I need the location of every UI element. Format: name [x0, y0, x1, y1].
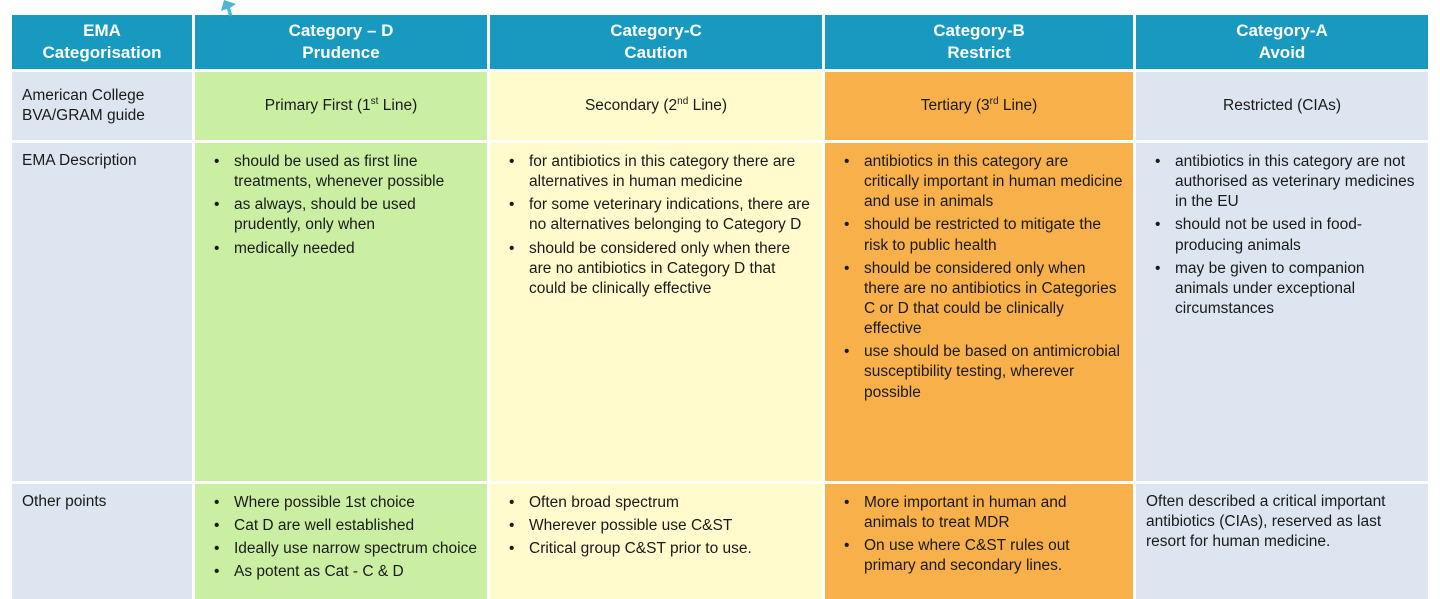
- bullet-list: Where possible 1st choice Cat D are well…: [196, 485, 486, 592]
- bullet-item: for some veterinary indications, there a…: [505, 195, 813, 235]
- header-line: Restrict: [947, 43, 1011, 62]
- header-cell-ema-categorisation: EMA Categorisation: [12, 15, 192, 69]
- other-cell-category-a: Often described a critical important ant…: [1136, 484, 1428, 599]
- other-cell-category-c: Often broad spectrum Wherever possible u…: [490, 484, 822, 599]
- bullet-item: medically needed: [210, 239, 478, 259]
- cursor-icon: [221, 0, 236, 17]
- guide-text: Secondary (2: [584, 97, 678, 115]
- bullet-item: Often broad spectrum: [505, 493, 813, 513]
- row-label-guide: American College BVA/GRAM guide: [12, 72, 192, 140]
- bullet-list: for antibiotics in this category there a…: [491, 144, 821, 308]
- bullet-item: should not be used in food-producing ani…: [1151, 215, 1419, 255]
- bullet-item: Wherever possible use C&ST: [505, 516, 813, 536]
- bullet-item: antibiotics in this category are not aut…: [1151, 152, 1419, 212]
- header-row: EMA Categorisation Category – D Prudence…: [12, 15, 1428, 69]
- header-cell-category-d: Category – D Prudence: [195, 15, 487, 69]
- bullet-item: as always, should be used prudently, onl…: [210, 195, 478, 235]
- ordinal-superscript: rd: [989, 96, 999, 108]
- header-line: Prudence: [302, 43, 380, 62]
- header-cell-category-c: Category-C Caution: [490, 15, 822, 69]
- header-line: Category-A: [1236, 20, 1328, 40]
- header-line: Categorisation: [42, 43, 162, 62]
- bullet-item: Ideally use narrow spectrum choice: [210, 539, 478, 559]
- description-cell-category-a: antibiotics in this category are not aut…: [1136, 143, 1428, 481]
- bullet-item: for antibiotics in this category there a…: [505, 152, 813, 192]
- guide-text-suffix: Line): [688, 97, 728, 115]
- bullet-item: should be considered only when there are…: [505, 239, 813, 299]
- guide-text: Tertiary (3: [920, 97, 990, 115]
- bullet-item: More important in human and animals to t…: [840, 493, 1124, 533]
- other-cell-category-b: More important in human and animals to t…: [825, 484, 1133, 599]
- other-cell-category-d: Where possible 1st choice Cat D are well…: [195, 484, 487, 599]
- bullet-item: Critical group C&ST prior to use.: [505, 539, 813, 559]
- row-label-other-points: Other points: [12, 484, 192, 599]
- bullet-item: As potent as Cat - C & D: [210, 562, 478, 582]
- guide-cell-category-a: Restricted (CIAs): [1136, 72, 1428, 140]
- ordinal-superscript: nd: [677, 96, 689, 108]
- bullet-list: Often broad spectrum Wherever possible u…: [491, 485, 821, 568]
- description-cell-category-d: should be used as first line treatments,…: [195, 143, 487, 481]
- header-line: Category-B: [933, 20, 1025, 40]
- bullet-item: use should be based on antimicrobial sus…: [840, 342, 1124, 402]
- bullet-item: should be considered only when there are…: [840, 259, 1124, 340]
- ordinal-superscript: st: [370, 96, 379, 108]
- description-cell-category-c: for antibiotics in this category there a…: [490, 143, 822, 481]
- antibiotic-categorisation-table: EMA Categorisation Category – D Prudence…: [9, 12, 1431, 599]
- bullet-item: Where possible 1st choice: [210, 493, 478, 513]
- bullet-list: More important in human and animals to t…: [826, 485, 1132, 586]
- bullet-list: should be used as first line treatments,…: [196, 144, 486, 268]
- guide-cell-category-d: Primary First (1st Line): [195, 72, 487, 140]
- ema-description-row: EMA Description should be used as first …: [12, 143, 1428, 481]
- bullet-item: should be used as first line treatments,…: [210, 152, 478, 192]
- row-label-ema-description: EMA Description: [12, 143, 192, 481]
- guide-text-suffix: Line): [998, 97, 1038, 115]
- guide-cell-category-c: Secondary (2nd Line): [490, 72, 822, 140]
- bullet-item: may be given to companion animals under …: [1151, 259, 1419, 319]
- header-line: Category – D: [288, 20, 394, 40]
- guide-cell-category-b: Tertiary (3rd Line): [825, 72, 1133, 140]
- description-cell-category-b: antibiotics in this category are critica…: [825, 143, 1133, 481]
- bullet-item: Cat D are well established: [210, 516, 478, 536]
- bullet-item: On use where C&ST rules out primary and …: [840, 536, 1124, 576]
- other-points-row: Other points Where possible 1st choice C…: [12, 484, 1428, 599]
- bullet-item: should be restricted to mitigate the ris…: [840, 215, 1124, 255]
- header-cell-category-a: Category-A Avoid: [1136, 15, 1428, 69]
- bullet-item: antibiotics in this category are critica…: [840, 152, 1124, 212]
- bullet-list: antibiotics in this category are not aut…: [1137, 144, 1427, 328]
- header-line: Caution: [624, 43, 688, 62]
- header-line: Avoid: [1258, 43, 1306, 62]
- guide-text: Restricted (CIAs): [1223, 97, 1341, 115]
- row-label-line: American College: [22, 86, 145, 104]
- guide-row: American College BVA/GRAM guide Primary …: [12, 72, 1428, 140]
- header-line: Category-C: [610, 20, 702, 40]
- guide-text-suffix: Line): [378, 97, 418, 115]
- bullet-list: antibiotics in this category are critica…: [826, 144, 1132, 412]
- header-cell-category-b: Category-B Restrict: [825, 15, 1133, 69]
- row-label-line: BVA/GRAM guide: [22, 107, 145, 124]
- guide-text: Primary First (1: [264, 97, 371, 115]
- header-line: EMA: [83, 20, 121, 40]
